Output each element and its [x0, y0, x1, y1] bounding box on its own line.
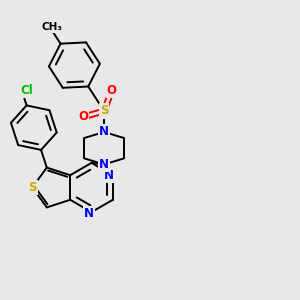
- Text: Cl: Cl: [20, 84, 33, 97]
- Text: S: S: [100, 104, 108, 118]
- Text: N: N: [99, 158, 109, 171]
- Text: N: N: [84, 207, 94, 220]
- Text: O: O: [106, 84, 117, 97]
- Text: O: O: [78, 110, 88, 124]
- Text: CH₃: CH₃: [41, 22, 62, 32]
- Text: N: N: [99, 125, 109, 139]
- Text: S: S: [28, 181, 37, 194]
- Text: N: N: [104, 169, 114, 182]
